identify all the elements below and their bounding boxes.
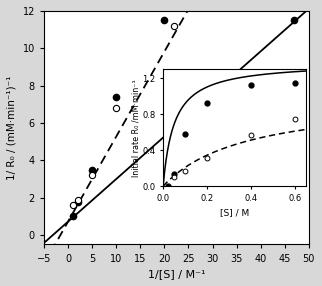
X-axis label: 1/[S] / M⁻¹: 1/[S] / M⁻¹ — [147, 269, 205, 279]
Y-axis label: 1/ R₀ / (mM·min⁻¹)⁻¹: 1/ R₀ / (mM·min⁻¹)⁻¹ — [7, 76, 17, 180]
